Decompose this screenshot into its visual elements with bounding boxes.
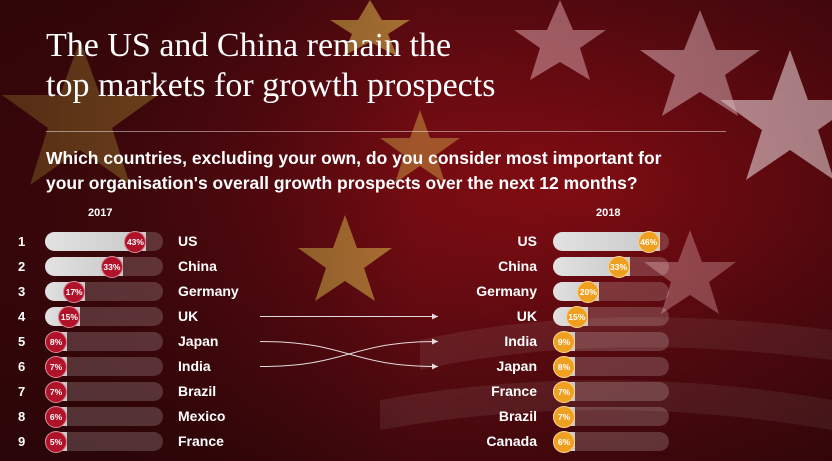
value-badge-2018: 6% xyxy=(553,430,575,453)
value-badge-2018: 8% xyxy=(553,355,575,378)
country-label-2018: China xyxy=(498,258,537,274)
country-label-2017: Germany xyxy=(178,283,239,299)
value-badge-2018: 7% xyxy=(553,380,575,403)
country-label-2017: Brazil xyxy=(178,383,217,399)
country-label-2017: UK xyxy=(178,308,199,324)
bar-track-2018 xyxy=(553,282,669,301)
title-line: top markets for growth prospects xyxy=(46,67,496,104)
country-label-2018: Canada xyxy=(486,433,537,449)
value-badge-2018: 20% xyxy=(577,280,600,303)
survey-question: Which countries, excluding your own, do … xyxy=(46,146,746,196)
country-label-2017: Mexico xyxy=(178,408,226,424)
rank-number: 4 xyxy=(18,309,26,324)
year-label-2018: 2018 xyxy=(596,207,621,219)
country-label-2017: France xyxy=(178,433,224,449)
rank-number: 5 xyxy=(18,334,26,349)
question-line: your organisation's overall growth prosp… xyxy=(46,173,638,193)
country-label-2018: Germany xyxy=(476,283,537,299)
value-badge-2017: 7% xyxy=(45,380,67,403)
bar-2017 xyxy=(45,232,147,251)
value-badge-2018: 33% xyxy=(607,255,630,278)
country-label-2017: India xyxy=(178,358,211,374)
rank-number: 6 xyxy=(18,359,26,374)
page-title: The US and China remain the top markets … xyxy=(46,26,646,106)
country-label-2017: US xyxy=(178,233,198,249)
rank-number: 7 xyxy=(18,384,26,399)
value-badge-2017: 6% xyxy=(45,405,67,428)
country-label-2018: US xyxy=(517,233,537,249)
value-badge-2017: 43% xyxy=(124,230,147,253)
country-label-2018: India xyxy=(504,333,537,349)
question-line: Which countries, excluding your own, do … xyxy=(46,148,662,168)
rank-number: 1 xyxy=(18,234,26,249)
value-badge-2018: 9% xyxy=(553,330,575,353)
bar-2018 xyxy=(553,232,660,251)
value-badge-2017: 33% xyxy=(100,255,123,278)
country-label-2018: Brazil xyxy=(498,408,537,424)
value-badge-2018: 15% xyxy=(565,305,588,328)
year-label-2017: 2017 xyxy=(88,207,113,219)
value-badge-2018: 7% xyxy=(553,405,575,428)
value-badge-2017: 15% xyxy=(58,305,81,328)
rank-number: 8 xyxy=(18,409,26,424)
country-label-2017: China xyxy=(178,258,217,274)
rank-number: 9 xyxy=(18,434,26,449)
value-badge-2017: 5% xyxy=(45,430,67,453)
country-label-2018: UK xyxy=(516,308,537,324)
value-badge-2017: 17% xyxy=(63,280,86,303)
value-badge-2017: 8% xyxy=(45,330,67,353)
country-label-2018: Japan xyxy=(496,358,537,374)
rank-number: 3 xyxy=(18,284,26,299)
rank-number: 2 xyxy=(18,259,26,274)
title-divider xyxy=(46,131,726,132)
value-badge-2017: 7% xyxy=(45,355,67,378)
title-line: The US and China remain the xyxy=(46,27,452,64)
country-label-2018: France xyxy=(491,383,537,399)
country-label-2017: Japan xyxy=(178,333,219,349)
value-badge-2018: 46% xyxy=(637,230,660,253)
